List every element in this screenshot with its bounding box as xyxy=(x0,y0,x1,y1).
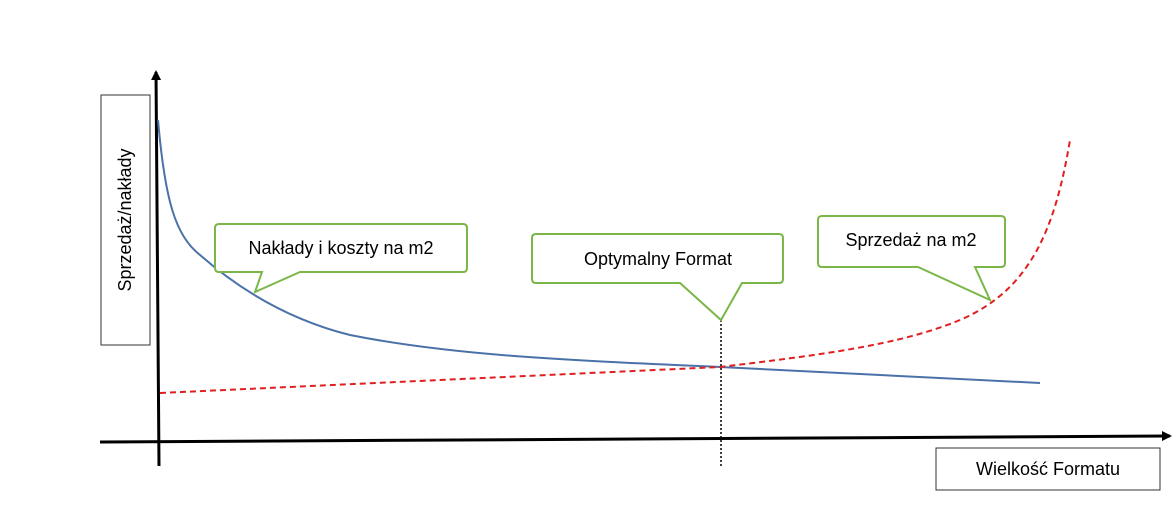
callout xyxy=(531,233,784,322)
callout xyxy=(817,215,1006,303)
x-axis-label: Wielkość Formatu xyxy=(976,459,1120,479)
cost-curve xyxy=(157,119,1041,384)
callout-label: Sprzedaż na m2 xyxy=(845,230,976,250)
x-axis xyxy=(99,431,1172,444)
x-axis-label-box xyxy=(935,447,1161,491)
y-axis xyxy=(151,70,162,467)
callout xyxy=(214,223,468,294)
callout-label: Optymalny Format xyxy=(584,249,732,269)
y-axis-label: Sprzedaż/nakłady xyxy=(115,148,135,291)
y-axis-label-box xyxy=(100,94,151,346)
callout-label: Nakłady i koszty na m2 xyxy=(248,238,433,258)
sales-curve xyxy=(159,139,1071,394)
